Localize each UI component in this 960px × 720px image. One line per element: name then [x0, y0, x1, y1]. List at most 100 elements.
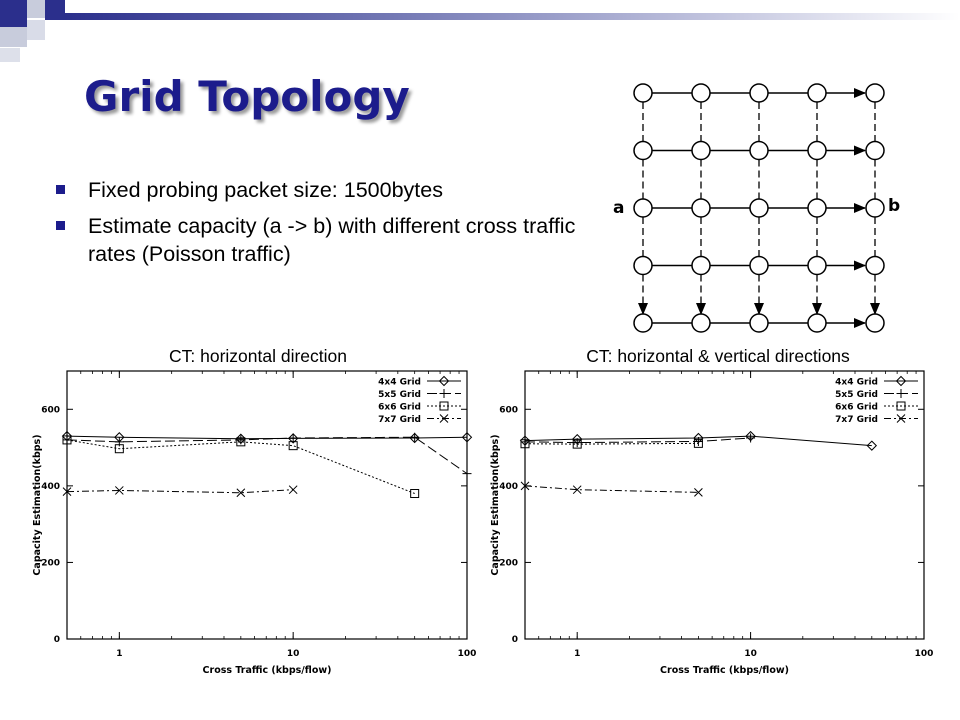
x-axis-label: Cross Traffic (kbps/flow)	[203, 665, 332, 676]
data-point	[520, 437, 530, 447]
grid-node	[691, 83, 711, 103]
data-point	[62, 435, 72, 445]
y-tick-label: 200	[41, 558, 60, 568]
x-tick-label: 1	[116, 649, 122, 659]
data-point	[461, 432, 473, 443]
grid-node	[865, 140, 885, 161]
legend-label: 4x4 Grid	[378, 378, 421, 388]
grid-node	[691, 140, 711, 161]
grid-node	[749, 313, 769, 333]
plot-frame	[66, 370, 468, 640]
grid-node	[807, 255, 827, 276]
data-point	[235, 433, 247, 444]
bullet-item: Fixed probing packet size: 1500bytes	[48, 176, 608, 204]
series-line	[66, 435, 468, 440]
data-point	[895, 375, 907, 387]
data-point	[288, 485, 298, 495]
grid-node	[691, 255, 711, 276]
grid-node	[807, 198, 827, 218]
header-gradient-bar	[65, 13, 960, 20]
data-point	[114, 432, 125, 443]
data-point	[462, 469, 472, 479]
data-point	[693, 432, 704, 444]
data-point	[520, 439, 530, 449]
data-point	[114, 444, 124, 454]
x-tick-label: 10	[287, 649, 300, 659]
deco-square-light	[0, 27, 27, 47]
x-tick-label: 100	[915, 649, 934, 659]
page-title: Grid Topology	[84, 72, 410, 121]
deco-square-light	[27, 20, 45, 40]
bullet-list: Fixed probing packet size: 1500bytes Est…	[48, 176, 608, 276]
data-point	[520, 481, 530, 491]
y-tick-label: 400	[41, 482, 60, 492]
x-axis-label: Cross Traffic (kbps/flow)	[660, 665, 789, 676]
data-point	[114, 486, 124, 495]
data-point	[866, 440, 878, 451]
bullet-item: Estimate capacity (a -> b) with differen…	[48, 212, 608, 268]
x-tick-label: 1	[574, 649, 580, 659]
deco-square-light	[27, 0, 45, 18]
y-tick-label: 600	[499, 405, 518, 415]
grid-node	[865, 255, 885, 276]
data-point	[746, 433, 756, 443]
legend-label: 7x7 Grid	[378, 415, 421, 425]
data-point	[439, 401, 449, 411]
bullet-square-icon	[56, 185, 65, 194]
grid-node	[865, 83, 885, 103]
data-point	[693, 438, 703, 448]
grid-node	[633, 140, 653, 161]
chart-title: CT: horizontal direction	[169, 346, 347, 366]
grid-node	[691, 198, 711, 218]
y-tick-label: 200	[499, 558, 518, 568]
data-point	[288, 441, 298, 451]
legend-label: 7x7 Grid	[835, 415, 878, 425]
y-tick-label: 600	[41, 405, 60, 415]
x-tick-label: 10	[744, 649, 757, 659]
data-point	[114, 437, 124, 447]
chart-title: CT: horizontal & vertical directions	[586, 346, 850, 366]
legend-label: 4x4 Grid	[835, 378, 878, 388]
legend-label: 6x6 Grid	[378, 403, 421, 413]
y-axis-label: Capacity Estimation(kbps)	[32, 434, 43, 575]
series-line	[524, 435, 872, 447]
data-point	[694, 488, 703, 497]
y-tick-label: 0	[54, 635, 60, 645]
data-point	[519, 435, 531, 446]
y-axis-label: Capacity Estimation(kbps)	[490, 434, 501, 575]
data-point	[288, 433, 298, 443]
plot-frame	[524, 370, 925, 640]
grid-node	[633, 313, 653, 333]
grid-node	[633, 198, 653, 218]
series-line	[524, 442, 699, 445]
grid-node	[865, 198, 885, 218]
data-point	[896, 401, 906, 411]
legend-label: 5x5 Grid	[835, 390, 878, 400]
data-point	[61, 430, 73, 442]
series-line	[66, 436, 468, 475]
grid-node	[749, 255, 769, 276]
grid-node	[865, 313, 885, 333]
node-label-a: a	[613, 198, 624, 218]
bullet-text: Estimate capacity (a -> b) with differen…	[88, 214, 576, 266]
data-point	[410, 432, 420, 442]
grid-node	[749, 83, 769, 103]
series-line	[66, 489, 294, 494]
data-point	[896, 389, 906, 398]
data-point	[287, 433, 299, 444]
grid-node	[633, 83, 653, 103]
grid-node	[749, 198, 769, 218]
legend-label: 6x6 Grid	[835, 403, 878, 413]
data-point	[439, 414, 449, 423]
data-point	[62, 487, 72, 496]
y-tick-label: 0	[512, 635, 518, 645]
deco-square-light	[0, 48, 20, 62]
data-point	[572, 485, 582, 495]
grid-node	[633, 255, 653, 276]
data-point	[745, 430, 756, 442]
series-line	[524, 437, 751, 444]
x-tick-label: 100	[458, 649, 477, 659]
deco-square-dark	[45, 0, 65, 20]
data-point	[236, 488, 246, 498]
data-point	[571, 433, 583, 445]
